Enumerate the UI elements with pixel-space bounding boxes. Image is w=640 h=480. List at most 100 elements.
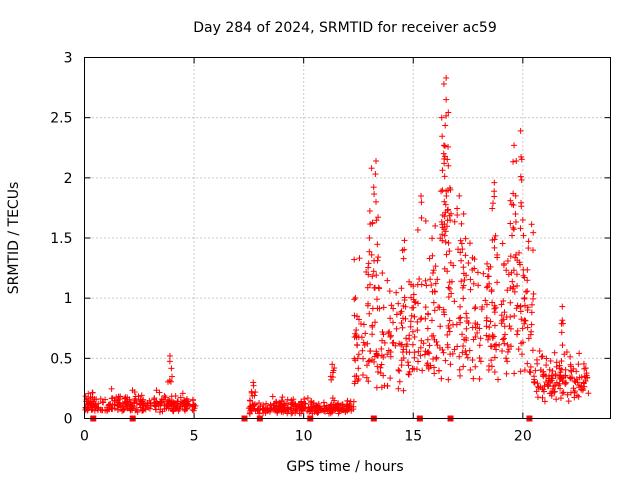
data-point — [424, 336, 431, 343]
data-point — [247, 397, 254, 404]
data-point — [534, 394, 541, 401]
data-point — [457, 314, 464, 321]
data-point — [166, 377, 173, 384]
data-point — [360, 372, 367, 379]
data-point — [482, 297, 489, 304]
data-point — [526, 368, 533, 375]
data-point — [432, 280, 439, 287]
data-point — [511, 312, 518, 319]
data-point — [499, 336, 506, 343]
data-point — [87, 394, 94, 401]
data-point — [467, 276, 474, 283]
data-point — [457, 237, 464, 244]
data-point — [251, 405, 258, 412]
data-point — [436, 367, 443, 374]
data-point — [439, 133, 446, 140]
data-point — [574, 379, 581, 386]
data-point — [104, 406, 111, 413]
data-point — [278, 397, 285, 404]
data-point — [506, 323, 513, 330]
data-point — [444, 268, 451, 275]
data-point — [82, 393, 89, 400]
data-point — [443, 112, 450, 119]
data-point — [498, 312, 505, 319]
x-tick-label: 20 — [514, 429, 532, 445]
data-point — [557, 372, 564, 379]
data-point — [463, 351, 470, 358]
data-point — [369, 305, 376, 312]
data-point — [541, 398, 548, 405]
data-point — [439, 167, 446, 174]
data-point — [517, 368, 524, 375]
data-point — [399, 247, 406, 254]
data-point — [477, 358, 484, 365]
data-point — [527, 369, 534, 376]
data-point — [491, 369, 498, 376]
x-tick-label: 15 — [404, 429, 422, 445]
data-point — [400, 387, 407, 394]
data-point — [410, 291, 417, 298]
y-tick-label: 0 — [64, 412, 73, 428]
data-point — [411, 298, 418, 305]
data-point — [465, 260, 472, 267]
data-point — [132, 407, 139, 414]
data-point — [442, 239, 449, 246]
data-point — [533, 388, 540, 395]
data-point — [440, 306, 447, 313]
data-point — [524, 360, 531, 367]
data-point — [353, 341, 360, 348]
data-point — [420, 340, 427, 347]
data-point — [462, 347, 469, 354]
data-point — [446, 317, 453, 324]
data-point — [507, 299, 514, 306]
data-point — [373, 384, 380, 391]
data-point — [507, 253, 514, 260]
data-point — [472, 363, 479, 370]
data-point — [562, 366, 569, 373]
data-point — [370, 184, 377, 191]
data-point — [499, 348, 506, 355]
data-point — [553, 379, 560, 386]
data-point — [503, 355, 510, 362]
data-point — [139, 398, 146, 405]
data-point — [503, 267, 510, 274]
data-point — [432, 222, 439, 229]
data-point — [140, 402, 147, 409]
data-point — [504, 348, 511, 355]
data-point — [330, 367, 337, 374]
data-point — [335, 404, 342, 411]
data-point — [547, 357, 554, 364]
data-point — [170, 407, 177, 414]
data-point — [356, 255, 363, 262]
data-point — [406, 368, 413, 375]
data-point — [476, 354, 483, 361]
data-point — [447, 259, 454, 266]
data-point — [281, 402, 288, 409]
data-point — [357, 320, 364, 327]
data-point — [422, 348, 429, 355]
data-point — [441, 143, 448, 150]
data-point — [439, 187, 446, 194]
data-point — [509, 232, 516, 239]
data-point — [470, 336, 477, 343]
data-point — [440, 150, 447, 157]
data-point — [377, 364, 384, 371]
data-point — [524, 307, 531, 314]
data-point — [528, 301, 535, 308]
data-point — [367, 347, 374, 354]
data-point — [547, 380, 554, 387]
data-point — [504, 341, 511, 348]
data-point — [512, 251, 519, 258]
data-point — [445, 206, 452, 213]
data-point — [438, 375, 445, 382]
data-point — [386, 328, 393, 335]
data-point — [534, 360, 541, 367]
data-point — [440, 142, 447, 149]
data-point — [553, 363, 560, 370]
data-point — [414, 226, 421, 233]
data-point — [347, 398, 354, 405]
data-point — [465, 320, 472, 327]
data-point — [417, 352, 424, 359]
data-point — [387, 333, 394, 340]
plot-frame — [84, 57, 611, 419]
